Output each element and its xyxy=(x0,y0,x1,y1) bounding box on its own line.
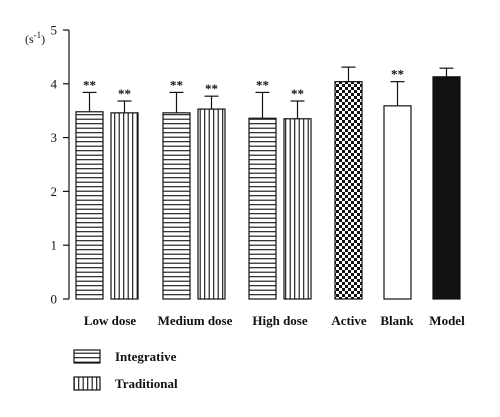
significance-label: ** xyxy=(83,77,96,92)
y-tick-label: 5 xyxy=(51,23,58,38)
y-unit-base: (s xyxy=(25,32,34,46)
y-axis-unit-label: (s-1) xyxy=(25,30,45,46)
y-tick-label: 3 xyxy=(51,130,58,145)
bar xyxy=(197,108,226,300)
axes: 0 1 2 3 4 5 xyxy=(51,23,70,307)
legend-label: Integrative xyxy=(115,349,177,364)
category-label: Low dose xyxy=(84,313,137,328)
significance-label: ** xyxy=(256,77,269,92)
bar xyxy=(162,112,191,300)
bars: ** ** Low dose ** ** Medium dose ** ** High dose… xyxy=(75,66,465,328)
significance-label: ** xyxy=(205,81,218,96)
y-unit-superscript: -1 xyxy=(34,30,42,40)
bar xyxy=(334,81,363,300)
bar xyxy=(283,118,312,300)
y-tick-label: 1 xyxy=(51,238,58,253)
significance-label: ** xyxy=(118,86,131,101)
legend-label: Traditional xyxy=(115,376,178,391)
bar xyxy=(432,76,461,300)
category-label: Model xyxy=(429,313,465,328)
y-tick-label: 2 xyxy=(51,184,58,199)
bar xyxy=(110,112,139,300)
category-label: Blank xyxy=(380,313,414,328)
y-tick-label: 0 xyxy=(51,292,58,307)
bar xyxy=(75,111,104,300)
y-unit-close: ) xyxy=(41,32,45,46)
category-label: High dose xyxy=(252,313,307,328)
bar xyxy=(383,105,412,300)
legend-swatch xyxy=(73,376,101,391)
legend: Integrative Traditional xyxy=(73,349,178,391)
category-label: Active xyxy=(331,313,367,328)
bar xyxy=(248,117,277,300)
significance-label: ** xyxy=(391,67,404,82)
significance-label: ** xyxy=(291,86,304,101)
category-label: Medium dose xyxy=(158,313,233,328)
significance-label: ** xyxy=(170,77,183,92)
y-tick-label: 4 xyxy=(51,76,58,91)
legend-swatch xyxy=(73,349,101,364)
